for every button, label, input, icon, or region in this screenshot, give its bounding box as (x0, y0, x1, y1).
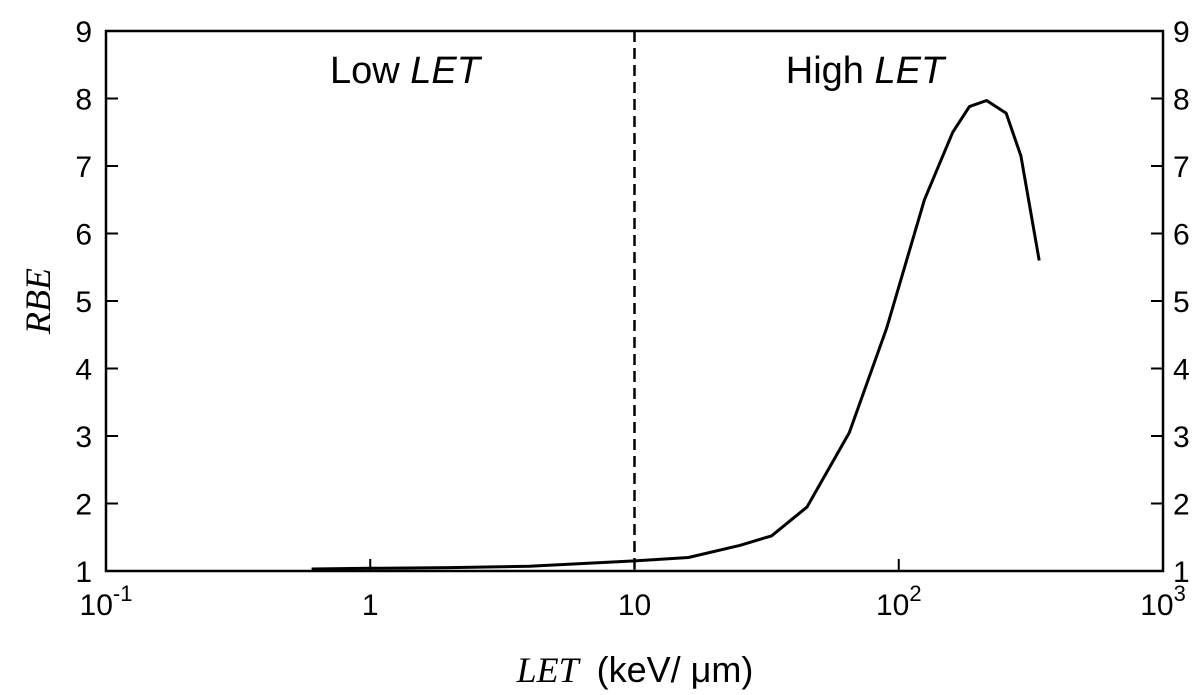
x-tick-label: 10-1 (80, 581, 133, 622)
y-tick-label-left: 8 (75, 84, 92, 117)
series-layer (311, 99, 1041, 571)
y-tick-label-left: 7 (75, 151, 92, 184)
y-tick-label-right: 9 (1173, 16, 1190, 49)
y-tick-label-right: 7 (1173, 151, 1190, 184)
y-tick-label-left: 4 (75, 354, 92, 387)
tick-labels: 1 12 23 34 45 56 67 78 89 910-1 1 10 102 103 (75, 16, 1189, 622)
region-label-low: Low LET (330, 50, 483, 92)
y-tick-label-right: 1 (1173, 556, 1190, 589)
series-line-1 (311, 99, 1041, 571)
region-label-high: High LET (786, 50, 947, 92)
x-tick-label: 103 (1140, 581, 1186, 622)
y-axis-title: RBE (18, 268, 58, 335)
y-tick-label-right: 2 (1173, 489, 1190, 522)
y-tick-label-right: 8 (1173, 84, 1190, 117)
x-tick-label: 102 (876, 581, 922, 622)
y-tick-label-left: 9 (75, 16, 92, 49)
y-tick-label-left: 2 (75, 489, 92, 522)
y-tick-label-left: 6 (75, 219, 92, 252)
y-tick-label-right: 4 (1173, 354, 1190, 387)
x-axis-title: LET (keV/ μm) (516, 649, 754, 690)
x-tick-label: 1 (362, 589, 379, 622)
x-tick-label: 10 (618, 589, 651, 622)
y-tick-label-left: 3 (75, 421, 92, 454)
y-tick-label-left: 1 (75, 556, 92, 589)
y-tick-label-right: 6 (1173, 219, 1190, 252)
y-tick-label-left: 5 (75, 286, 92, 319)
y-tick-label-right: 5 (1173, 286, 1190, 319)
y-tick-label-right: 3 (1173, 421, 1190, 454)
